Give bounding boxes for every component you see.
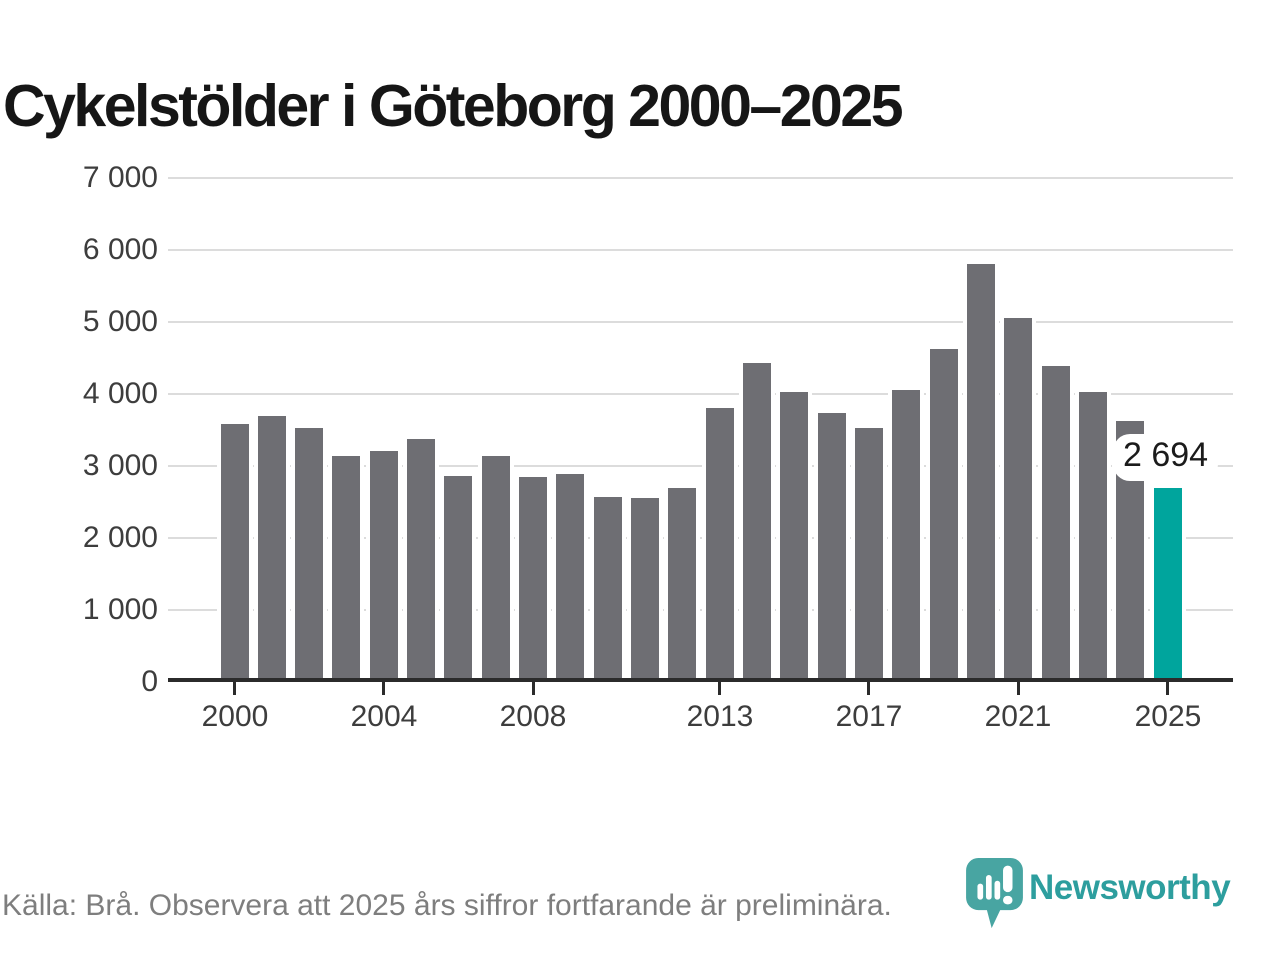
page-title: Cykelstölder i Göteborg 2000–2025 <box>3 72 904 139</box>
bar-2003 <box>328 456 364 682</box>
bar-2015 <box>776 392 812 682</box>
bar-2020 <box>963 264 999 682</box>
bar-2013 <box>702 408 738 682</box>
gridline-6000 <box>168 249 1233 251</box>
bar-2007 <box>478 456 514 682</box>
x-axis-label-2013: 2013 <box>686 700 754 733</box>
bar-2000 <box>217 424 253 682</box>
bar-2009 <box>552 474 588 682</box>
highlight-value-label: 2 694 <box>1113 434 1219 481</box>
bar-2025 <box>1150 488 1186 682</box>
newsworthy-wordmark: Newsworthy <box>1029 868 1231 907</box>
y-axis-label-3000: 3 000 <box>82 449 158 482</box>
x-tick-2021 <box>1017 682 1020 695</box>
x-axis-label-2025: 2025 <box>1134 700 1202 733</box>
bar-2016 <box>814 413 850 682</box>
x-tick-2000 <box>233 682 236 695</box>
x-axis-label-2004: 2004 <box>350 700 418 733</box>
y-axis-label-4000: 4 000 <box>82 377 158 410</box>
y-axis-label-5000: 5 000 <box>82 305 158 338</box>
x-axis-label-2000: 2000 <box>201 700 269 733</box>
newsworthy-bubble-barchart-icon <box>966 858 1023 929</box>
y-axis-label-1000: 1 000 <box>82 593 158 626</box>
y-axis-label-6000: 6 000 <box>82 233 158 266</box>
x-tick-2008 <box>532 682 535 695</box>
bar-2018 <box>888 390 924 682</box>
bar-2011 <box>627 498 663 682</box>
bar-2004 <box>366 451 402 682</box>
x-tick-2025 <box>1166 682 1169 695</box>
gridline-4000 <box>168 393 1233 395</box>
bar-2005 <box>403 439 439 682</box>
bar-2017 <box>851 428 887 682</box>
bar-2008 <box>515 477 551 682</box>
bar-2012 <box>664 488 700 682</box>
x-tick-2013 <box>718 682 721 695</box>
gridline-3000 <box>168 465 1233 467</box>
newsworthy-logo[interactable]: Newsworthy <box>966 856 1278 940</box>
source-note: Källa: Brå. Observera att 2025 års siffr… <box>2 889 892 922</box>
x-axis-label-2021: 2021 <box>984 700 1052 733</box>
bar-2001 <box>254 416 290 682</box>
gridline-5000 <box>168 321 1233 323</box>
y-axis-label-7000: 7 000 <box>82 161 158 194</box>
x-tick-2017 <box>867 682 870 695</box>
gridline-7000 <box>168 177 1233 179</box>
bar-2019 <box>926 349 962 682</box>
x-axis-label-2008: 2008 <box>499 700 567 733</box>
y-axis-label-2000: 2 000 <box>82 521 158 554</box>
bar-2010 <box>590 497 626 682</box>
bar-2023 <box>1075 392 1111 682</box>
bar-2014 <box>739 363 775 682</box>
x-axis-label-2017: 2017 <box>835 700 903 733</box>
bar-2006 <box>440 476 476 682</box>
gridline-2000 <box>168 537 1233 539</box>
x-tick-2004 <box>382 682 385 695</box>
y-axis-label-0: 0 <box>141 665 158 698</box>
bar-2021 <box>1000 318 1036 682</box>
bar-2022 <box>1038 366 1074 682</box>
x-axis-line <box>168 678 1233 682</box>
gridline-1000 <box>168 609 1233 611</box>
bar-2002 <box>291 428 327 682</box>
